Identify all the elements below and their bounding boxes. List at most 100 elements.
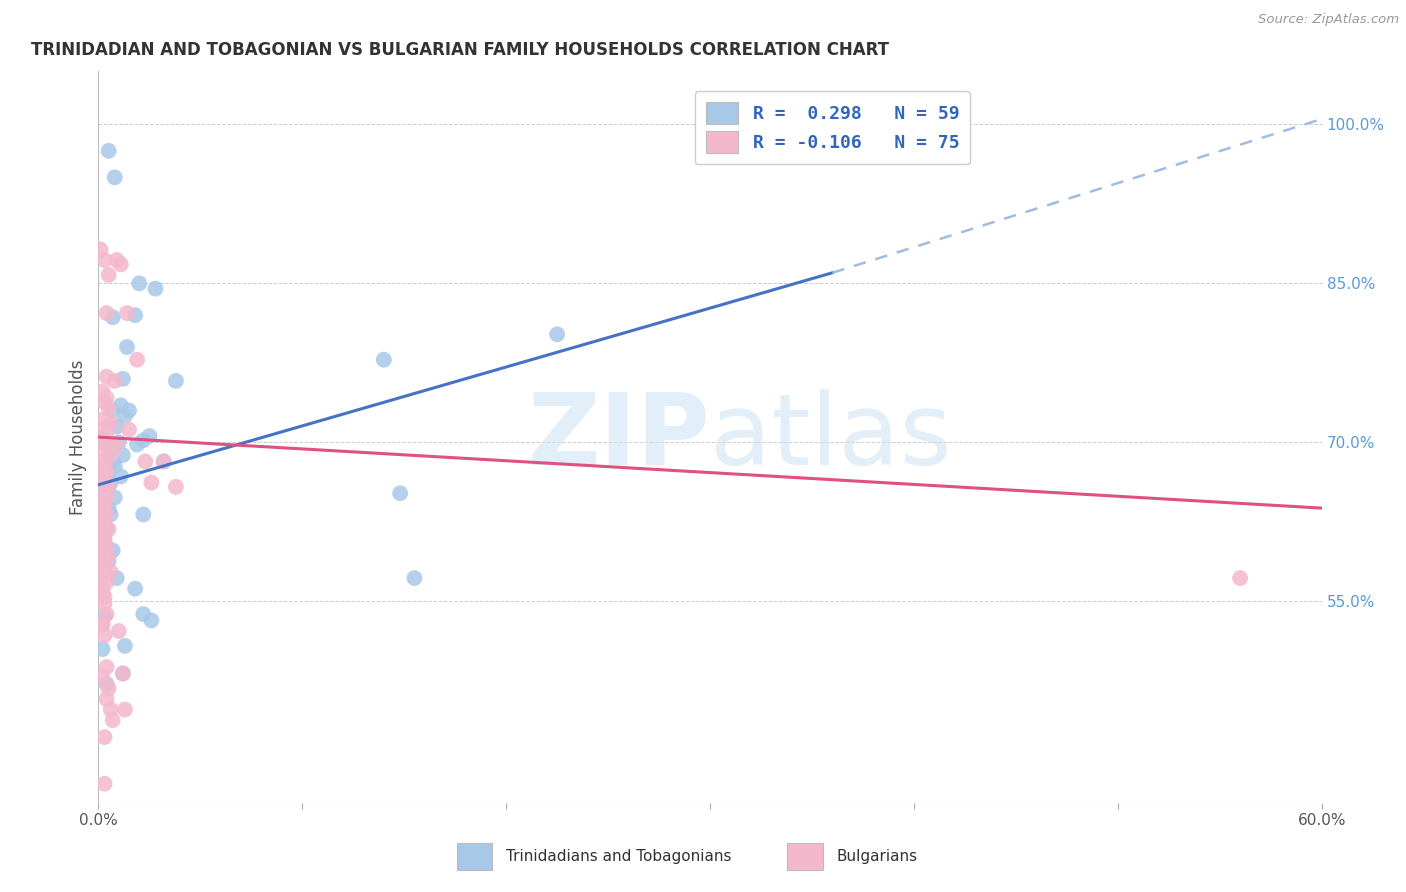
- Point: [118, 423, 141, 437]
- Point: [93, 597, 115, 611]
- Point: [145, 282, 167, 296]
- Point: [110, 257, 132, 271]
- Point: [91, 434, 114, 448]
- Point: [96, 549, 118, 564]
- Point: [93, 497, 115, 511]
- Point: [127, 352, 149, 367]
- Point: [93, 518, 115, 533]
- Point: [96, 491, 118, 505]
- Point: [91, 423, 114, 437]
- Point: [91, 486, 114, 500]
- Point: [93, 590, 115, 604]
- Point: [93, 777, 115, 791]
- Point: [132, 607, 155, 621]
- Point: [101, 310, 124, 325]
- Point: [93, 533, 115, 547]
- Point: [105, 253, 128, 268]
- Point: [97, 554, 120, 568]
- Point: [91, 617, 114, 632]
- Point: [97, 437, 120, 451]
- Point: [108, 435, 131, 450]
- Point: [96, 539, 118, 553]
- Point: [93, 609, 115, 624]
- Point: [115, 340, 138, 354]
- Point: [91, 582, 114, 596]
- Point: [114, 702, 136, 716]
- Point: [91, 586, 114, 600]
- Point: [93, 443, 115, 458]
- Point: [91, 586, 114, 600]
- Point: [93, 395, 115, 409]
- Point: [93, 253, 115, 268]
- Point: [91, 454, 114, 468]
- Point: [91, 480, 114, 494]
- Point: [96, 391, 118, 405]
- Point: [138, 429, 160, 443]
- Point: [105, 571, 128, 585]
- Point: [93, 458, 115, 473]
- Point: [111, 448, 134, 462]
- Point: [96, 508, 118, 522]
- Point: [93, 512, 115, 526]
- Point: [96, 660, 118, 674]
- Point: [141, 475, 163, 490]
- Point: [93, 412, 115, 426]
- Point: [91, 529, 114, 543]
- Point: [97, 144, 120, 158]
- Bar: [457, 843, 492, 870]
- Point: [132, 508, 155, 522]
- Point: [111, 372, 134, 386]
- Point: [141, 614, 163, 628]
- Point: [91, 554, 114, 568]
- Point: [93, 543, 115, 558]
- Point: [97, 522, 120, 536]
- Point: [91, 642, 114, 657]
- Point: [132, 434, 155, 448]
- Point: [389, 486, 412, 500]
- Point: [96, 692, 118, 706]
- Point: [91, 560, 114, 574]
- Point: [165, 480, 187, 494]
- Point: [134, 454, 156, 468]
- Text: ZIP: ZIP: [527, 389, 710, 485]
- Point: [1229, 571, 1251, 585]
- Point: [127, 437, 149, 451]
- Point: [97, 401, 120, 416]
- Point: [91, 501, 114, 516]
- Point: [115, 306, 138, 320]
- Point: [101, 403, 124, 417]
- Point: [104, 458, 127, 473]
- Point: [97, 465, 120, 479]
- Point: [104, 170, 127, 185]
- Point: [96, 575, 118, 590]
- Point: [97, 549, 120, 564]
- Point: [546, 327, 568, 342]
- Point: [96, 522, 118, 536]
- Point: [93, 628, 115, 642]
- Point: [114, 639, 136, 653]
- Point: [100, 565, 122, 579]
- Point: [128, 277, 150, 291]
- Point: [97, 501, 120, 516]
- Point: [93, 475, 115, 490]
- Point: [114, 409, 136, 423]
- Point: [91, 518, 114, 533]
- Point: [118, 403, 141, 417]
- Point: [96, 607, 118, 621]
- Point: [105, 437, 128, 451]
- Point: [93, 560, 115, 574]
- Point: [165, 374, 187, 388]
- Text: Trinidadians and Tobagonians: Trinidadians and Tobagonians: [506, 849, 731, 863]
- Point: [91, 671, 114, 685]
- Point: [96, 426, 118, 441]
- Point: [373, 352, 395, 367]
- Point: [91, 571, 114, 585]
- Text: atlas: atlas: [710, 389, 952, 485]
- Point: [91, 469, 114, 483]
- Point: [101, 713, 124, 727]
- Point: [91, 512, 114, 526]
- Point: [100, 443, 122, 458]
- Point: [91, 384, 114, 399]
- Legend: R =  0.298   N = 59, R = -0.106   N = 75: R = 0.298 N = 59, R = -0.106 N = 75: [695, 91, 970, 164]
- Point: [91, 533, 114, 547]
